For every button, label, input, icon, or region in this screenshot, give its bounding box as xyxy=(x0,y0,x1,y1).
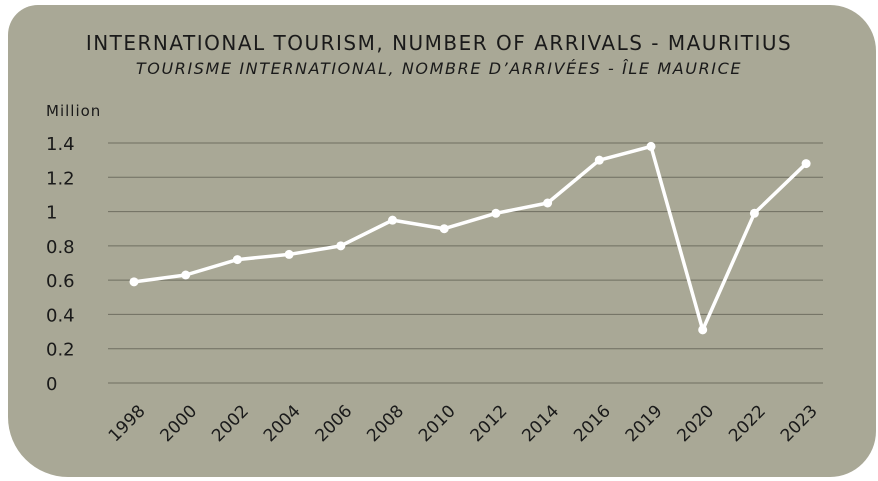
x-tick-label: 2019 xyxy=(622,401,667,446)
y-tick-label: 0.4 xyxy=(46,305,75,326)
data-point xyxy=(336,241,346,251)
y-tick-label: 0.2 xyxy=(46,340,75,361)
chart-subtitle: TOURISME INTERNATIONAL, NOMBRE D’ARRIVÉE… xyxy=(135,59,743,78)
data-point xyxy=(232,255,242,265)
data-point xyxy=(129,277,139,287)
x-tick-label: 2008 xyxy=(363,401,408,446)
x-tick-label: 2022 xyxy=(725,401,770,446)
x-tick-label: 2020 xyxy=(674,401,719,446)
y-axis-unit-label: Million xyxy=(46,102,102,120)
data-point xyxy=(491,208,501,218)
y-tick-label: 0.6 xyxy=(46,271,75,292)
x-tick-label: 1998 xyxy=(105,401,150,446)
series-line xyxy=(132,144,808,332)
y-tick-label: 1.4 xyxy=(46,134,75,155)
x-tick-label: 2014 xyxy=(518,401,563,446)
chart-background xyxy=(8,5,876,477)
x-tick-label: 2023 xyxy=(777,401,822,446)
y-tick-label: 1 xyxy=(46,203,57,224)
y-tick-label: 0 xyxy=(46,374,57,395)
data-point xyxy=(388,215,397,225)
data-point xyxy=(594,155,604,165)
data-point xyxy=(284,249,294,259)
x-tick-label: 2002 xyxy=(208,401,253,446)
data-point xyxy=(698,325,708,335)
data-point xyxy=(181,270,191,280)
x-tick-label: 2006 xyxy=(312,401,357,446)
y-tick-label: 1.2 xyxy=(46,168,75,189)
x-tick-label: 2016 xyxy=(570,401,615,446)
x-tick-label: 2004 xyxy=(260,401,305,446)
chart-title: INTERNATIONAL TOURISM, NUMBER OF ARRIVAL… xyxy=(85,31,793,55)
data-point xyxy=(801,159,811,169)
y-tick-label: 0.8 xyxy=(46,237,75,258)
data-point xyxy=(646,141,656,151)
data-point xyxy=(439,224,449,234)
data-point xyxy=(749,208,759,218)
x-tick-label: 2000 xyxy=(156,401,201,446)
data-point xyxy=(543,198,553,208)
x-tick-label: 2012 xyxy=(467,401,512,446)
x-tick-label: 2010 xyxy=(415,401,460,446)
